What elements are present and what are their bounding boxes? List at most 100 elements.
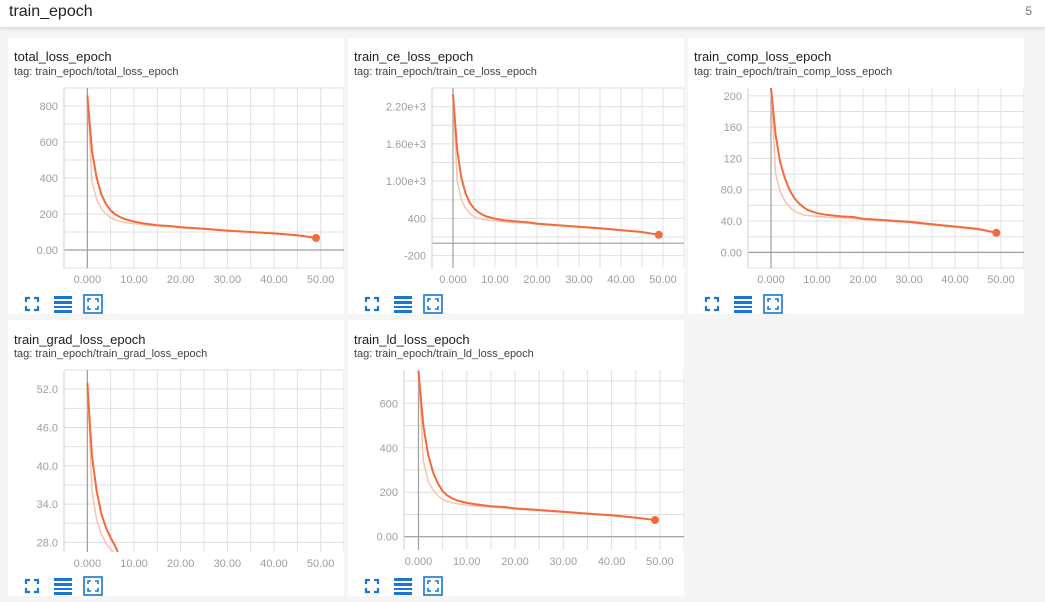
chart-title: train_grad_loss_epoch (14, 332, 146, 347)
y-tick-label: 2.20e+3 (386, 102, 426, 114)
fit-domain-icon[interactable] (702, 294, 722, 314)
x-tick-label: 0.000 (405, 556, 433, 568)
x-tick-label: 10.00 (120, 558, 148, 570)
chart-axes (63, 370, 88, 552)
fit-domain-icon[interactable] (22, 294, 42, 314)
x-tick-label: 0.000 (757, 274, 785, 286)
x-tick-label: 10.00 (803, 274, 831, 286)
y-tick-label: 0.00 (721, 247, 742, 259)
x-tick-label: 0.000 (439, 274, 467, 286)
expand-chart-icon[interactable] (83, 576, 103, 596)
chart-series-group (86, 95, 317, 239)
chart-title: train_ld_loss_epoch (354, 332, 470, 347)
y-tick-label: 28.0 (37, 537, 58, 549)
chart-tag: tag: train_epoch/train_grad_loss_epoch (14, 348, 208, 360)
x-tick-label: 20.00 (523, 274, 551, 286)
chart-title: total_loss_epoch (14, 49, 112, 64)
chart-grid (404, 370, 684, 550)
expand-chart-icon[interactable] (763, 294, 783, 314)
x-tick-label: 40.00 (260, 274, 288, 286)
chart-tag: tag: train_epoch/total_loss_epoch (14, 66, 179, 78)
chart-axes (747, 88, 1024, 268)
chart-tag: tag: train_epoch/train_ld_loss_epoch (354, 348, 534, 360)
chart-title: train_ce_loss_epoch (354, 49, 474, 64)
toggle-log-scale-icon[interactable] (53, 576, 73, 596)
x-tick-label: 20.00 (849, 274, 877, 286)
x-tick-label: 40.00 (598, 556, 626, 568)
chart-plot[interactable]: 28.0 34.0 40.0 46.0 52.0 0.000 10.00 20.00 30.00… (8, 320, 344, 602)
last-point-marker (312, 233, 320, 242)
x-tick-label: 20.00 (167, 274, 195, 286)
chart-plot[interactable]: 0.00 200 400 600 800 0.000 10.00 20.00 30.00 40.0… (8, 38, 344, 314)
chart-tag: tag: train_epoch/train_comp_loss_epoch (694, 66, 893, 78)
chart-grid (747, 88, 1024, 269)
x-tick-label: 10.00 (453, 556, 481, 568)
raw-series-line (452, 94, 659, 236)
expand-chart-icon[interactable] (423, 294, 443, 314)
y-tick-label: 40.0 (721, 216, 742, 228)
y-tick-label: 52.0 (37, 384, 58, 396)
raw-series-line (417, 371, 656, 521)
x-tick-label: 30.00 (895, 274, 923, 286)
x-tick-label: 10.00 (120, 274, 148, 286)
raw-series-line (86, 382, 115, 552)
fit-domain-icon[interactable] (22, 576, 42, 596)
chart-series-group (86, 382, 119, 552)
smoothed-series-line (417, 371, 656, 521)
section-header[interactable]: train_epoch 5 (0, 0, 1045, 28)
y-tick-label: 1.00e+3 (386, 176, 426, 188)
fit-domain-icon[interactable] (362, 294, 382, 314)
chart-card-total-loss: total_loss_epoch tag: train_epoch/total_… (8, 38, 344, 314)
chart-plot[interactable]: 0.00 40.0 80.0 120 160 200 0.000 10.00 20.00 30.0… (688, 38, 1024, 314)
y-tick-label: 600 (40, 137, 58, 149)
smoothed-series-line (86, 95, 317, 239)
y-tick-label: 200 (40, 209, 58, 221)
x-tick-label: 50.00 (649, 274, 677, 286)
toggle-log-scale-icon[interactable] (733, 294, 753, 314)
y-tick-label: 400 (380, 443, 398, 455)
toggle-log-scale-icon[interactable] (393, 294, 413, 314)
toggle-log-scale-icon[interactable] (393, 576, 413, 596)
x-tick-label: 0.000 (74, 558, 102, 570)
chart-grid (63, 369, 344, 552)
x-tick-label: 40.00 (607, 274, 635, 286)
y-tick-label: 400 (408, 213, 426, 225)
x-tick-label: 50.00 (307, 558, 335, 570)
section-title: train_epoch (9, 3, 93, 20)
smoothed-series-line (86, 382, 119, 552)
y-tick-label: 120 (724, 153, 742, 165)
smoothed-series-line (452, 94, 659, 236)
x-tick-label: 20.00 (167, 558, 195, 570)
x-tick-label: 30.00 (214, 558, 242, 570)
y-tick-label: 400 (40, 173, 58, 185)
y-tick-label: -200 (404, 251, 426, 263)
raw-series-line (86, 95, 317, 239)
x-tick-label: 10.00 (481, 274, 509, 286)
chart-plot[interactable]: -200 400 1.00e+3 1.60e+3 2.20e+3 0.000 10.00 20… (348, 38, 684, 314)
chart-plot[interactable]: 0.00 200 400 600 0.000 10.00 20.00 30.00 40.00 50… (348, 320, 684, 596)
chart-series-group (770, 88, 997, 234)
y-tick-label: 80.0 (721, 185, 742, 197)
fit-domain-icon[interactable] (362, 576, 382, 596)
y-tick-label: 46.0 (37, 422, 58, 434)
chart-series-group (452, 94, 659, 236)
x-tick-label: 40.00 (260, 558, 288, 570)
chart-series-group (417, 371, 656, 521)
y-tick-label: 0.00 (37, 245, 58, 257)
y-tick-label: 34.0 (37, 499, 58, 511)
x-tick-label: 0.000 (74, 274, 102, 286)
x-tick-label: 40.00 (941, 274, 969, 286)
chart-title: train_comp_loss_epoch (694, 49, 832, 64)
last-point-marker (992, 228, 1001, 237)
chart-card-train-grad-loss: train_grad_loss_epoch tag: train_epoch/t… (8, 320, 344, 596)
chart-grid (431, 87, 684, 268)
chart-grid (63, 87, 344, 269)
expand-chart-icon[interactable] (423, 576, 443, 596)
toggle-log-scale-icon[interactable] (53, 294, 73, 314)
chart-card-train-ld-loss: train_ld_loss_epoch tag: train_epoch/tra… (348, 320, 684, 596)
expand-chart-icon[interactable] (83, 294, 103, 314)
chart-tag: tag: train_epoch/train_ce_loss_epoch (354, 66, 537, 78)
last-point-marker (654, 230, 663, 239)
x-tick-label: 30.00 (565, 274, 593, 286)
raw-series-line (770, 88, 997, 233)
